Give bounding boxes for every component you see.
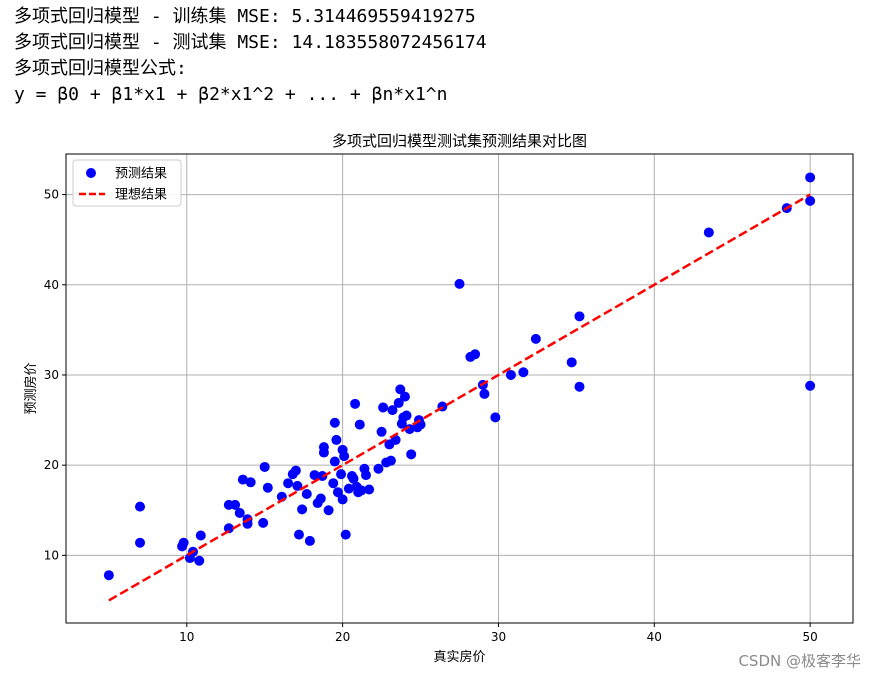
data-point	[360, 470, 371, 481]
data-point	[530, 333, 541, 344]
data-point	[393, 397, 404, 408]
data-point	[336, 469, 347, 480]
data-point	[194, 555, 205, 566]
data-point	[343, 483, 354, 494]
data-point	[331, 434, 342, 445]
data-point	[339, 451, 350, 462]
data-point	[385, 455, 396, 466]
data-point	[390, 434, 401, 445]
data-point	[332, 487, 343, 498]
data-point	[364, 484, 375, 495]
data-point	[103, 570, 114, 581]
data-point	[373, 463, 384, 474]
x-tick-label: 30	[491, 630, 506, 644]
data-point	[354, 419, 365, 430]
data-point	[290, 465, 301, 476]
y-tick-label: 40	[44, 278, 59, 292]
y-axis-title: 预测房价	[23, 362, 39, 414]
data-point	[230, 499, 241, 510]
x-tick-label: 10	[179, 630, 194, 644]
data-point	[479, 388, 490, 399]
y-tick-label: 30	[44, 368, 59, 382]
data-point	[245, 477, 256, 488]
x-tick-label: 20	[335, 630, 350, 644]
data-point	[135, 537, 146, 548]
data-point	[237, 474, 248, 485]
data-point	[518, 367, 529, 378]
data-point	[318, 442, 329, 453]
legend-marker-scatter	[86, 168, 96, 178]
data-point	[195, 530, 206, 541]
data-point	[258, 517, 269, 528]
data-point	[505, 369, 516, 380]
data-point	[178, 537, 189, 548]
legend-label: 理想结果	[115, 187, 167, 203]
x-tick-label: 40	[647, 630, 662, 644]
plot-area	[65, 153, 854, 624]
data-point	[329, 456, 340, 467]
data-point	[805, 195, 816, 206]
data-point	[566, 357, 577, 368]
y-tick-label: 10	[44, 548, 59, 562]
data-point	[292, 480, 303, 491]
y-tick-label: 50	[44, 188, 59, 202]
formula-line: y = β0 + β1*x1 + β2*x1^2 + ... + βn*x1^n	[14, 84, 448, 105]
data-point	[395, 384, 406, 395]
data-point	[703, 227, 714, 238]
ideal-line	[108, 193, 811, 602]
watermark: CSDN @极客李华	[738, 652, 861, 670]
data-point	[401, 410, 412, 421]
data-point	[378, 402, 389, 413]
grid-layer	[66, 154, 853, 623]
data-point	[454, 278, 465, 289]
data-point	[350, 398, 361, 409]
marks-layer	[103, 172, 816, 602]
data-point	[406, 449, 417, 460]
y-tick-label: 20	[44, 458, 59, 472]
data-point	[301, 489, 312, 500]
data-point	[309, 470, 320, 481]
data-point	[315, 493, 326, 504]
data-point	[490, 412, 501, 423]
data-point	[348, 473, 359, 484]
data-point	[356, 485, 367, 496]
data-point	[574, 381, 585, 392]
data-point	[337, 494, 348, 505]
data-point	[262, 482, 273, 493]
data-point	[376, 426, 387, 437]
x-tick-label: 50	[803, 630, 818, 644]
data-point	[399, 391, 410, 402]
data-point	[805, 172, 816, 183]
data-point	[283, 478, 294, 489]
data-point	[387, 405, 398, 416]
data-point	[323, 505, 334, 516]
data-point	[340, 529, 351, 540]
console-output: 多项式回归模型 - 训练集 MSE: 5.314469559419275 多项式…	[14, 4, 487, 108]
chart-title: 多项式回归模型测试集预测结果对比图	[332, 132, 587, 150]
ticks-layer: 10 20 30 40 50 10 20 30 40 50	[44, 188, 818, 644]
data-point	[805, 380, 816, 391]
data-point	[328, 478, 339, 489]
x-axis-title: 真实房价	[433, 649, 485, 665]
data-point	[470, 349, 481, 360]
train-mse-line: 多项式回归模型 - 训练集 MSE: 5.314469559419275	[14, 6, 476, 27]
data-point	[234, 507, 245, 518]
test-mse-line: 多项式回归模型 - 测试集 MSE: 14.183558072456174	[14, 32, 487, 53]
data-point	[223, 523, 234, 534]
data-point	[259, 461, 270, 472]
data-point	[574, 311, 585, 322]
legend-label: 预测结果	[115, 167, 167, 182]
data-point	[329, 417, 340, 428]
formula-heading-line: 多项式回归模型公式:	[14, 58, 187, 79]
data-point	[297, 504, 308, 515]
data-point	[135, 501, 146, 512]
data-point	[293, 529, 304, 540]
data-point	[304, 535, 315, 546]
